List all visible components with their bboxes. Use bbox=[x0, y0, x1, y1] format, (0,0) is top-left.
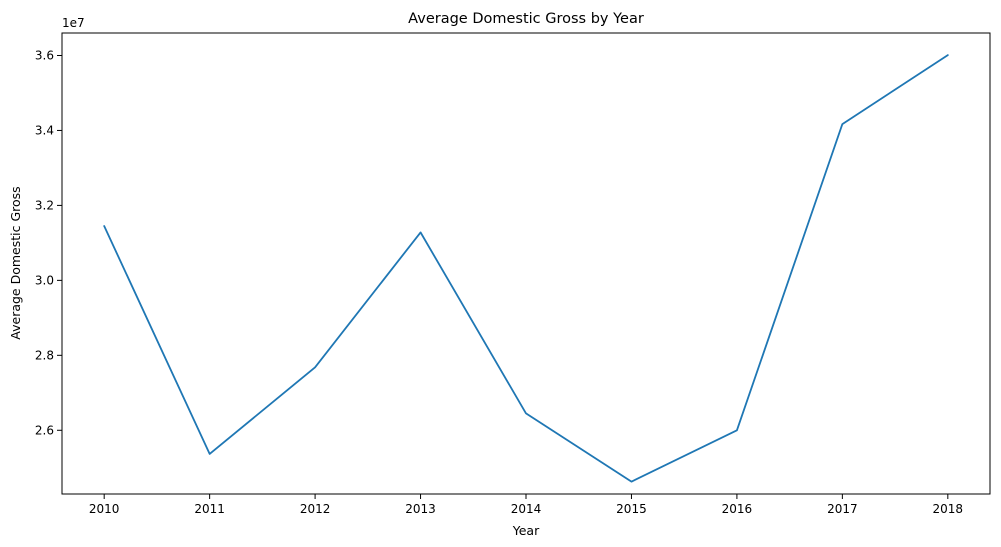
x-axis: 2010 2011 2012 2013 2014 2015 2016 2017 2018 bbox=[89, 494, 963, 516]
x-tick-label: 2016 bbox=[722, 502, 753, 516]
y-tick-label: 3.6 bbox=[35, 48, 54, 62]
plot-area: 2010 2011 2012 2013 2014 2015 2016 2017 2018 2.6… bbox=[35, 32, 991, 516]
y-tick-label: 3.0 bbox=[35, 273, 54, 287]
y-axis-label: Average Domestic Gross bbox=[8, 186, 23, 339]
x-tick-label: 2010 bbox=[89, 502, 120, 516]
y-tick-label: 3.4 bbox=[35, 123, 54, 137]
y-axis-offset-label: 1e7 bbox=[62, 16, 85, 30]
x-axis-label: Year bbox=[512, 523, 540, 538]
axes-frame bbox=[61, 32, 991, 495]
y-axis: 2.6 2.8 3.0 3.2 3.4 3.6 bbox=[35, 48, 62, 437]
x-tick-label: 2015 bbox=[616, 502, 647, 516]
chart-title: Average Domestic Gross by Year bbox=[408, 11, 644, 27]
y-tick-label: 2.6 bbox=[35, 423, 54, 437]
x-tick-label: 2011 bbox=[194, 502, 225, 516]
y-tick-label: 3.2 bbox=[35, 198, 54, 212]
series-layer bbox=[103, 54, 949, 483]
x-tick-label: 2017 bbox=[827, 502, 858, 516]
x-tick-label: 2012 bbox=[300, 502, 331, 516]
x-tick-label: 2013 bbox=[405, 502, 436, 516]
y-tick-label: 2.8 bbox=[35, 348, 54, 362]
x-tick-label: 2014 bbox=[511, 502, 542, 516]
series-line bbox=[103, 54, 949, 483]
x-tick-label: 2018 bbox=[933, 502, 964, 516]
